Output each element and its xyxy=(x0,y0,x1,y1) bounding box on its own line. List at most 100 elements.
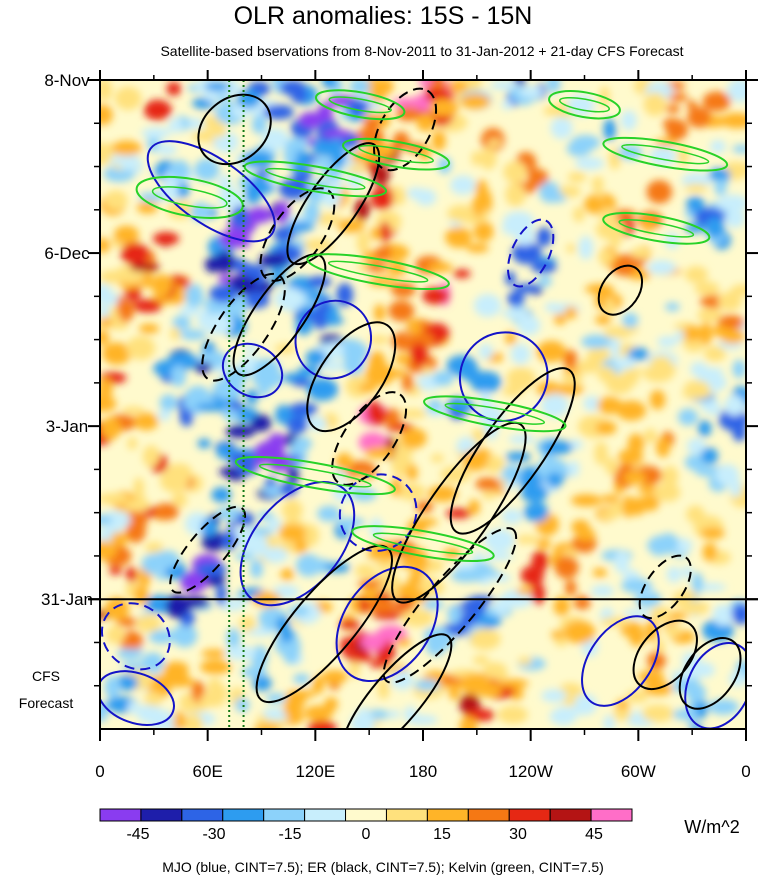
olr-anomaly-cell xyxy=(655,436,671,458)
olr-anomaly-cell xyxy=(104,597,130,621)
olr-anomaly-cell xyxy=(312,676,325,695)
olr-anomaly-cell xyxy=(100,540,118,560)
olr-anomaly-cell xyxy=(590,585,615,598)
colorbar-swatch xyxy=(181,808,224,822)
olr-anomaly-cell xyxy=(361,587,381,602)
olr-anomaly-cell xyxy=(686,196,705,213)
olr-anomaly-cell xyxy=(279,80,306,96)
olr-anomaly-cell xyxy=(369,517,383,539)
olr-anomaly-cell xyxy=(497,705,528,724)
olr-anomaly-cell xyxy=(423,599,444,610)
olr-anomaly-cell xyxy=(391,282,416,298)
olr-anomaly-cell xyxy=(603,714,615,729)
olr-anomaly-cell xyxy=(100,377,113,401)
olr-anomaly-cell xyxy=(172,623,198,648)
olr-anomaly-cell xyxy=(379,221,391,242)
olr-anomaly-cell xyxy=(214,251,235,274)
olr-anomaly-cell xyxy=(563,620,596,644)
olr-anomaly-cell xyxy=(685,683,706,704)
olr-anomaly-cell xyxy=(168,117,184,134)
olr-anomaly-cell xyxy=(703,345,727,362)
olr-anomaly-cell xyxy=(591,176,604,193)
olr-anomaly-cell xyxy=(138,192,165,202)
olr-anomaly-cell xyxy=(321,80,338,89)
olr-anomaly-cell xyxy=(116,648,143,660)
olr-anomaly-cell xyxy=(510,343,531,365)
olr-anomaly-cell xyxy=(641,704,674,723)
kelvin-contour xyxy=(444,402,546,425)
olr-anomaly-cell xyxy=(125,499,151,512)
olr-anomaly-cell xyxy=(104,675,121,699)
olr-anomaly-cell xyxy=(265,693,287,704)
olr-anomaly-cell xyxy=(708,168,731,182)
olr-anomaly-cell xyxy=(567,171,587,183)
colorbar-swatch xyxy=(263,808,306,822)
olr-anomaly-cell xyxy=(388,300,415,322)
forecast-label-line1: CFS xyxy=(32,668,60,684)
olr-anomaly-cell xyxy=(298,111,324,128)
olr-anomaly-cell xyxy=(515,226,535,246)
olr-anomaly-cell xyxy=(307,290,326,302)
olr-anomaly-cell xyxy=(288,402,318,416)
olr-anomaly-cell xyxy=(401,608,434,627)
olr-anomaly-cell xyxy=(370,405,387,426)
olr-anomaly-cell xyxy=(622,312,639,329)
olr-anomaly-cell xyxy=(199,659,232,675)
olr-anomaly-cell xyxy=(431,130,446,151)
olr-anomaly-cell xyxy=(179,329,207,341)
olr-anomaly-cell xyxy=(684,183,708,193)
olr-anomaly-cell xyxy=(684,266,708,283)
olr-anomaly-cell xyxy=(553,596,570,616)
er-contour xyxy=(678,637,742,710)
mjo-contour xyxy=(100,602,171,671)
olr-anomaly-cell xyxy=(482,662,508,679)
olr-anomaly-cell xyxy=(516,586,535,596)
olr-anomaly-cell xyxy=(448,683,460,701)
olr-anomaly-cell xyxy=(629,627,645,647)
olr-anomaly-cell xyxy=(153,503,179,521)
olr-anomaly-cell xyxy=(648,535,671,556)
olr-anomaly-cell xyxy=(358,383,377,393)
olr-anomaly-cell xyxy=(654,639,666,654)
olr-anomaly-cell xyxy=(307,416,328,432)
olr-anomaly-cell xyxy=(170,364,187,388)
olr-anomaly-cell xyxy=(536,381,561,397)
olr-anomaly-cell xyxy=(511,241,542,265)
olr-anomaly-cell xyxy=(681,601,710,615)
colorbar-swatch xyxy=(345,808,387,822)
olr-anomaly-cell xyxy=(253,723,281,729)
olr-anomaly-cell xyxy=(453,269,471,279)
colorbar-swatch xyxy=(304,808,347,822)
olr-anomaly-cell xyxy=(370,86,385,103)
olr-anomaly-cell xyxy=(179,596,210,609)
olr-anomaly-cell xyxy=(283,645,299,665)
olr-anomaly-cell xyxy=(447,205,475,223)
olr-anomaly-cell xyxy=(471,150,482,166)
olr-anomaly-cell xyxy=(537,275,552,287)
olr-anomaly-cell xyxy=(649,389,666,410)
olr-anomaly-cell xyxy=(574,156,605,170)
olr-anomaly-cell xyxy=(478,343,494,360)
olr-anomaly-cell xyxy=(564,306,578,319)
colorbar-swatch xyxy=(385,808,428,822)
y-tick-label: 6-Dec xyxy=(44,244,90,263)
olr-anomaly-cell xyxy=(207,678,223,697)
olr-anomaly-cell xyxy=(597,396,623,415)
olr-anomaly-cell xyxy=(700,527,725,540)
olr-anomaly-cell xyxy=(720,328,745,345)
olr-anomaly-cell xyxy=(598,510,622,520)
olr-anomaly-cell xyxy=(677,408,699,426)
colorbar: -45 -30 -15 0 15 30 45 xyxy=(99,808,633,843)
olr-anomaly-cell xyxy=(100,417,122,440)
olr-anomaly-cell xyxy=(553,383,584,395)
x-tick-label: 120W xyxy=(508,762,552,781)
olr-anomaly-cell xyxy=(448,80,468,93)
olr-anomaly-cell xyxy=(143,99,172,121)
olr-anomaly-cell xyxy=(110,531,129,546)
olr-anomaly-cell xyxy=(475,684,503,698)
olr-anomaly-cell xyxy=(563,349,578,370)
olr-anomaly-cell xyxy=(213,122,227,138)
olr-anomaly-cell xyxy=(427,485,458,502)
olr-anomaly-cell xyxy=(693,662,715,678)
olr-anomaly-cell xyxy=(303,201,320,225)
